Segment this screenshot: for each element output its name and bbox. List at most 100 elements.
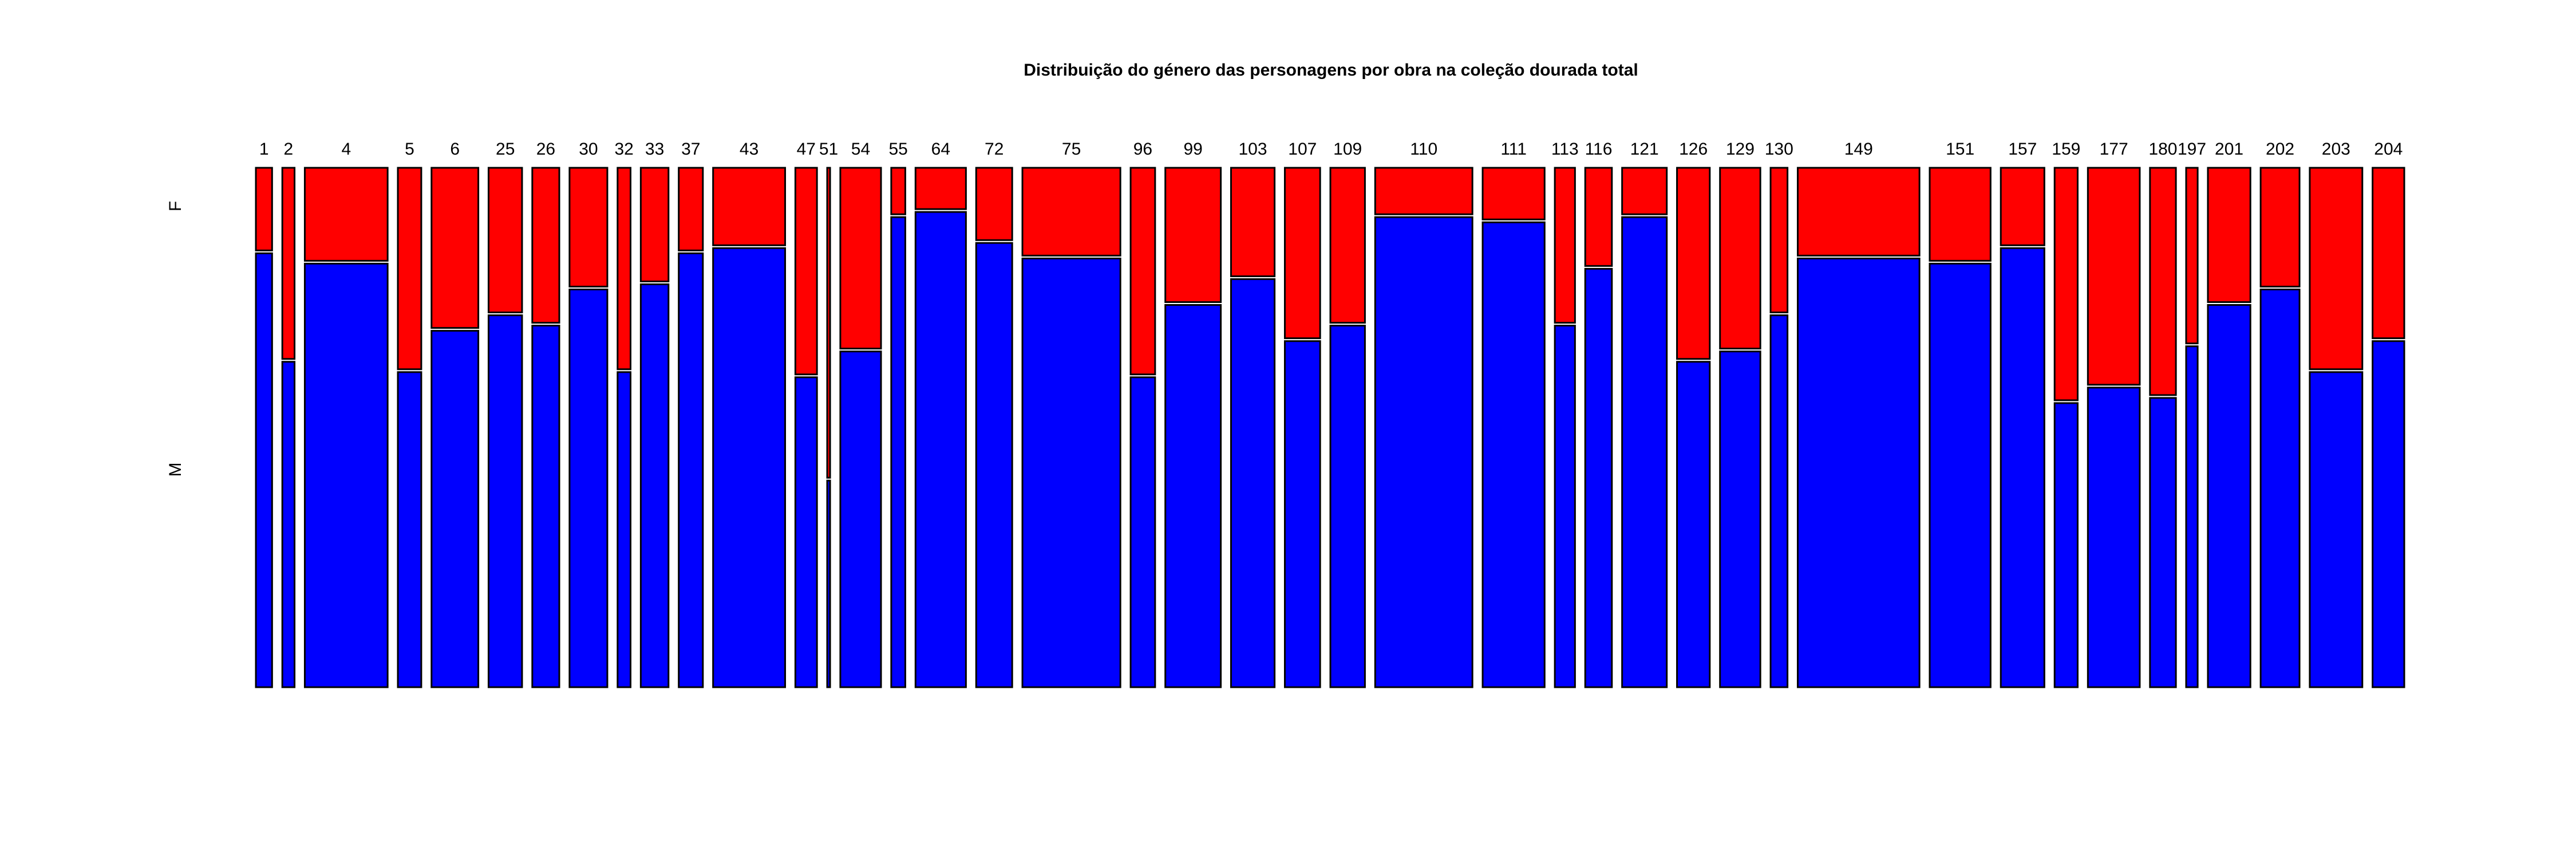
tile-f-157 (2000, 167, 2045, 246)
column-label-4: 4 (341, 140, 351, 159)
tile-m-64 (914, 211, 967, 688)
tile-f-6 (430, 167, 480, 329)
tile-f-110 (1374, 167, 1473, 215)
tile-f-103 (1230, 167, 1276, 277)
tile-m-43 (712, 247, 787, 688)
tile-m-126 (1676, 361, 1711, 688)
tile-m-99 (1164, 304, 1222, 688)
tile-f-149 (1796, 167, 1921, 257)
column-label-113: 113 (1551, 140, 1579, 159)
column-label-72: 72 (985, 140, 1003, 159)
tile-m-113 (1554, 325, 1576, 688)
column-label-5: 5 (405, 140, 414, 159)
tile-m-151 (1929, 262, 1992, 688)
tile-f-107 (1283, 167, 1321, 340)
tile-m-204 (2372, 340, 2405, 688)
tile-f-55 (890, 167, 906, 215)
column-label-55: 55 (888, 140, 907, 159)
tile-m-33 (639, 283, 670, 688)
tile-f-126 (1676, 167, 1711, 360)
tile-f-43 (712, 167, 787, 246)
mosaic-tiles (255, 167, 2405, 688)
tile-f-109 (1329, 167, 1366, 324)
column-label-159: 159 (2052, 140, 2080, 159)
tile-f-64 (914, 167, 967, 210)
tile-m-157 (2000, 247, 2045, 688)
tile-m-116 (1584, 267, 1613, 688)
tile-f-203 (2309, 167, 2364, 371)
tile-f-201 (2207, 167, 2251, 304)
column-label-32: 32 (614, 140, 633, 159)
column-label-202: 202 (2266, 140, 2294, 159)
tile-m-103 (1230, 278, 1276, 688)
tile-f-4 (303, 167, 389, 262)
column-label-47: 47 (797, 140, 816, 159)
tile-f-130 (1769, 167, 1789, 314)
column-label-126: 126 (1679, 140, 1708, 159)
tile-f-99 (1164, 167, 1222, 304)
tile-m-121 (1621, 216, 1668, 688)
tile-f-33 (639, 167, 670, 282)
tile-f-202 (2259, 167, 2301, 287)
column-label-110: 110 (1410, 140, 1437, 159)
tile-m-1 (255, 252, 273, 688)
tile-m-110 (1374, 216, 1473, 688)
tile-m-203 (2309, 371, 2364, 688)
tile-m-130 (1769, 314, 1789, 688)
tile-m-37 (678, 252, 704, 688)
tile-m-51 (826, 479, 831, 688)
tile-f-1 (255, 167, 273, 251)
tile-m-111 (1481, 221, 1546, 688)
tile-m-6 (430, 330, 480, 688)
tile-f-151 (1929, 167, 1992, 262)
column-label-43: 43 (740, 140, 758, 159)
tile-m-180 (2149, 397, 2177, 688)
tile-f-32 (617, 167, 631, 371)
tile-m-4 (303, 262, 389, 688)
tile-f-26 (531, 167, 560, 324)
tile-f-121 (1621, 167, 1668, 215)
column-labels: 1 2 4 5 6 25 26 30 32 33 37 43 47 51 54 55 64 72 75 96 99 103… (259, 140, 2403, 159)
column-label-2: 2 (284, 140, 294, 159)
tile-f-111 (1481, 167, 1546, 220)
column-label-107: 107 (1288, 140, 1317, 159)
tile-m-54 (839, 350, 882, 688)
column-label-6: 6 (450, 140, 460, 159)
tile-m-149 (1796, 257, 1921, 688)
tile-m-177 (2087, 387, 2141, 688)
tile-m-26 (531, 325, 560, 688)
column-label-1: 1 (259, 140, 269, 159)
tile-f-75 (1021, 167, 1121, 257)
tile-m-55 (890, 216, 906, 688)
column-label-121: 121 (1630, 140, 1659, 159)
tile-m-109 (1329, 325, 1366, 688)
tile-m-202 (2259, 288, 2301, 688)
tile-f-96 (1129, 167, 1156, 376)
column-label-204: 204 (2374, 140, 2403, 159)
column-label-149: 149 (1844, 140, 1873, 159)
tile-f-197 (2185, 167, 2199, 345)
column-label-197: 197 (2178, 140, 2206, 159)
tile-f-30 (568, 167, 609, 287)
tile-m-197 (2185, 345, 2199, 688)
tile-m-2 (281, 361, 296, 688)
column-label-96: 96 (1133, 140, 1152, 159)
column-label-151: 151 (1946, 140, 1974, 159)
column-label-37: 37 (681, 140, 700, 159)
column-label-130: 130 (1765, 140, 1793, 159)
tile-m-72 (975, 242, 1013, 688)
column-label-25: 25 (496, 140, 515, 159)
tile-f-51 (826, 167, 831, 479)
tile-f-180 (2149, 167, 2177, 396)
tile-m-107 (1283, 340, 1321, 688)
tile-m-30 (568, 288, 609, 688)
tile-f-47 (794, 167, 818, 376)
tile-f-54 (839, 167, 882, 350)
column-label-26: 26 (536, 140, 555, 159)
tile-f-159 (2053, 167, 2079, 401)
tile-m-159 (2053, 402, 2079, 688)
tile-f-5 (397, 167, 422, 371)
chart-title: Distribuição do género das personagens p… (1024, 61, 1638, 80)
column-label-157: 157 (2008, 140, 2037, 159)
